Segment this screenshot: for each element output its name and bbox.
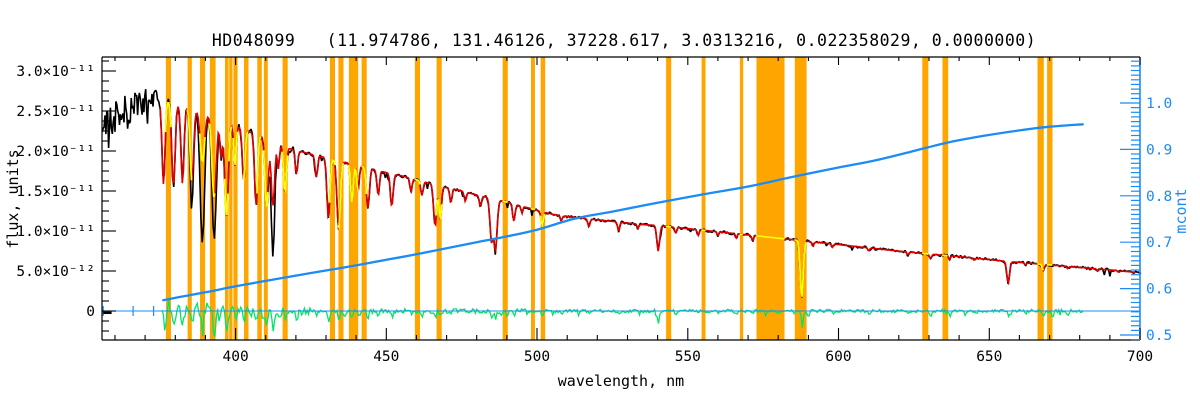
model-fit-masked-segment bbox=[794, 239, 807, 297]
masked-band bbox=[244, 57, 249, 340]
masked-band bbox=[165, 57, 171, 340]
x-axis-label: wavelength, nm bbox=[558, 372, 684, 390]
masked-band bbox=[666, 57, 672, 340]
masked-band bbox=[756, 57, 785, 340]
x-tick-label: 600 bbox=[825, 349, 851, 365]
mcont-tick-label: 0.8 bbox=[1146, 189, 1172, 205]
model-fit-masked-segment bbox=[756, 235, 785, 240]
model-fit-masked-segment bbox=[198, 133, 206, 164]
model-fit-masked-segment bbox=[164, 101, 172, 133]
mcont-curve bbox=[162, 123, 1084, 302]
model-fit-masked-segment bbox=[347, 164, 359, 202]
model-fit-masked-segment bbox=[337, 163, 345, 231]
masked-band bbox=[329, 57, 335, 340]
x-tick-label: 650 bbox=[976, 349, 1002, 365]
x-tick-label: 550 bbox=[675, 349, 701, 365]
model-fit-masked-segment bbox=[328, 158, 336, 203]
masked-band bbox=[1037, 57, 1044, 340]
model-fit-masked-segment bbox=[262, 150, 269, 208]
mcont-tick-label: 0.7 bbox=[1146, 235, 1172, 251]
masked-band bbox=[229, 57, 233, 340]
masked-band bbox=[701, 57, 706, 340]
flux-tick-label: 2.5×10⁻¹¹ bbox=[16, 104, 95, 120]
masked-band bbox=[361, 57, 367, 340]
masked-band bbox=[739, 57, 744, 340]
masked-band bbox=[282, 57, 288, 340]
model-fit-masked-segment bbox=[242, 130, 249, 181]
model-fit-masked-segment bbox=[361, 165, 368, 195]
model-fit-masked-segment bbox=[502, 200, 508, 204]
masked-band bbox=[233, 57, 238, 340]
model-fit-masked-segment bbox=[942, 254, 948, 257]
model-fit-masked-segment bbox=[208, 123, 216, 198]
masked-band bbox=[540, 57, 546, 340]
flux-tick-label: 2.0×10⁻¹¹ bbox=[16, 144, 95, 160]
flux-axis-label: flux, units bbox=[4, 149, 22, 248]
masked-band bbox=[348, 57, 359, 340]
x-tick-label: 700 bbox=[1127, 349, 1153, 365]
masked-band bbox=[531, 57, 535, 340]
model-fit-line bbox=[159, 101, 1136, 297]
model-fit-masked-segment bbox=[530, 207, 536, 211]
plot-title: HD048099 (11.974786, 131.46126, 37228.61… bbox=[212, 31, 1036, 50]
model-fit-masked-segment bbox=[921, 252, 929, 256]
masked-band bbox=[414, 57, 420, 340]
masked-band bbox=[200, 57, 206, 340]
masked-band bbox=[502, 57, 508, 340]
model-fit-masked-segment bbox=[435, 198, 443, 220]
flux-tick-label: 0 bbox=[86, 304, 95, 320]
masked-band bbox=[1047, 57, 1053, 340]
masked-band bbox=[257, 57, 262, 340]
flux-tick-label: 5.0×10⁻¹² bbox=[16, 264, 95, 280]
x-tick-label: 450 bbox=[373, 349, 399, 365]
masked-band bbox=[187, 57, 192, 340]
mcont-tick-label: 0.5 bbox=[1146, 328, 1172, 344]
flux-tick-label: 1.0×10⁻¹¹ bbox=[16, 224, 95, 240]
model-fit-masked-segment bbox=[281, 151, 289, 194]
model-fit-masked-segment bbox=[665, 225, 672, 228]
model-fit-masked-segment bbox=[223, 178, 229, 216]
mcont-tick-label: 1.0 bbox=[1146, 96, 1172, 112]
x-tick-label: 500 bbox=[524, 349, 550, 365]
mcont-tick-label: 0.6 bbox=[1146, 282, 1172, 298]
masked-band bbox=[436, 57, 442, 340]
flux-tick-label: 1.5×10⁻¹¹ bbox=[16, 184, 95, 200]
model-fit-masked-segment bbox=[256, 135, 262, 194]
model-fit-masked-segment bbox=[232, 131, 239, 166]
masked-band bbox=[922, 57, 929, 340]
model-fit-masked-segment bbox=[1037, 263, 1045, 271]
model-fit-masked-segment bbox=[186, 109, 193, 181]
masked-band bbox=[794, 57, 807, 340]
masked-band bbox=[942, 57, 949, 340]
flux-tick-label: 3.0×10⁻¹¹ bbox=[16, 64, 95, 80]
model-fit-masked-segment bbox=[539, 213, 546, 229]
mcont-tick-label: 0.9 bbox=[1146, 142, 1172, 158]
x-tick-label: 400 bbox=[222, 349, 248, 365]
model-fit-masked-segment bbox=[228, 126, 233, 162]
model-fit-masked-segment bbox=[414, 178, 421, 185]
mcont-axis-label: mcont bbox=[1172, 188, 1190, 233]
